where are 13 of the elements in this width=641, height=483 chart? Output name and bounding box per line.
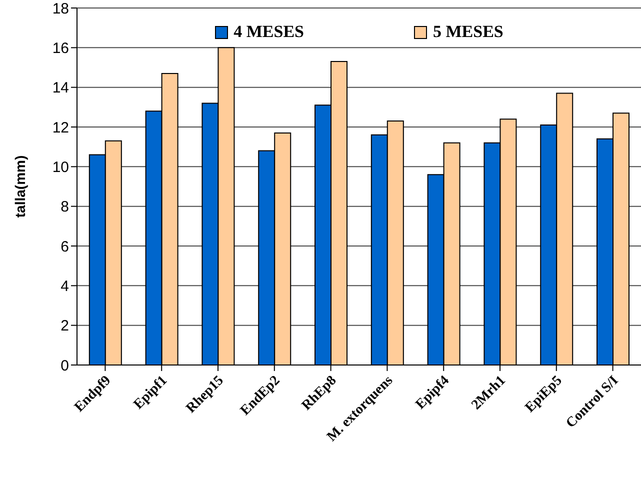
y-tick-label: 18 [52,0,69,18]
y-tick-label: 8 [60,198,69,216]
y-tick-label: 2 [60,318,69,335]
y-tick-label: 0 [60,357,69,374]
y-axis-title: talla(mm) [12,155,28,218]
y-tick-label: 10 [52,158,69,176]
y-tick-label: 4 [60,278,69,295]
y-tick-label: 12 [52,119,69,136]
y-tick-label: 14 [52,80,69,97]
y-tick-label: 16 [52,40,69,57]
legend-label: 5 MESES [432,22,504,42]
y-tick-label: 6 [60,238,69,256]
legend-label: 4 MESES [232,22,304,42]
